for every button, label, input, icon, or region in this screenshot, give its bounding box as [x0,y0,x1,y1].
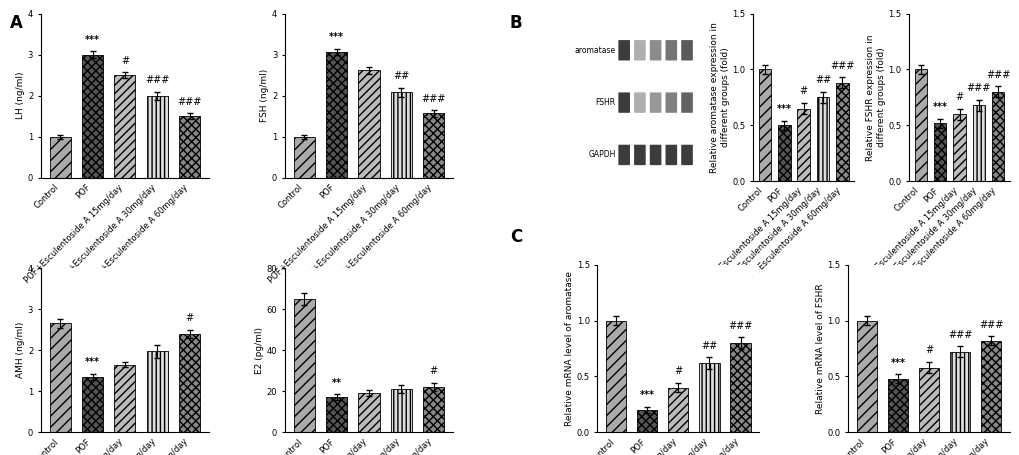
Bar [918,368,938,432]
Bar [816,97,828,181]
Bar [758,70,770,181]
Bar [836,83,848,181]
Bar [777,125,790,181]
FancyBboxPatch shape [634,92,645,113]
Text: ***: *** [890,358,905,368]
Bar [390,92,412,178]
Y-axis label: Relative FSHR expression in
different groups (fold): Relative FSHR expression in different gr… [865,34,884,161]
Y-axis label: LH (ng/ml): LH (ng/ml) [16,72,25,120]
Text: ***: *** [776,104,791,114]
Bar [699,363,718,432]
Text: ***: *** [639,390,654,400]
FancyBboxPatch shape [681,145,692,165]
Text: ##: ## [393,71,409,81]
Text: ###: ### [978,319,1003,329]
FancyBboxPatch shape [634,145,645,165]
Bar [887,379,907,432]
Text: **: ** [331,378,341,388]
Text: FSHR: FSHR [595,98,614,107]
Text: ***: *** [85,358,100,367]
Bar [949,352,969,432]
Bar [147,351,168,432]
Bar [605,321,626,432]
Bar [730,343,750,432]
FancyBboxPatch shape [618,40,630,61]
Text: #: # [924,345,932,355]
Text: #: # [674,366,682,376]
Bar [971,105,984,181]
Y-axis label: FSH (ng/ml): FSH (ng/ml) [260,69,269,122]
Text: aromatase: aromatase [574,46,614,55]
Text: ###: ### [829,61,854,71]
Text: #: # [121,56,128,66]
Bar [423,113,444,178]
Bar [667,388,688,432]
Text: ##: ## [701,341,716,351]
Bar [980,341,1001,432]
Text: C: C [510,228,522,246]
Text: ***: *** [85,35,100,45]
Y-axis label: AMH (ng/ml): AMH (ng/ml) [16,322,25,379]
Bar [953,114,965,181]
Bar [114,75,136,178]
Bar [390,389,412,432]
Text: #: # [185,313,194,323]
Bar [914,70,926,181]
Bar [293,299,315,432]
Text: #: # [955,92,963,102]
Bar [358,70,379,178]
Text: ###: ### [177,97,202,107]
Bar [358,393,379,432]
Text: ###: ### [985,70,1010,80]
FancyBboxPatch shape [649,145,660,165]
Y-axis label: Relative mRNA level of FSHR: Relative mRNA level of FSHR [815,283,823,414]
Text: ###: ### [966,83,990,93]
Text: ###: ### [145,75,169,85]
Bar [114,364,136,432]
Text: B: B [510,14,522,32]
Text: ###: ### [421,94,445,104]
Text: #: # [429,366,437,376]
Y-axis label: Relative mRNA level of aromatase: Relative mRNA level of aromatase [565,271,574,426]
Bar [856,321,876,432]
Text: GAPDH: GAPDH [588,151,614,159]
Bar [50,137,70,178]
FancyBboxPatch shape [649,92,660,113]
Y-axis label: Relative aromatase expression in
different groups (fold): Relative aromatase expression in differe… [709,22,729,173]
Bar [423,387,444,432]
Bar [82,55,103,178]
Bar [179,116,200,178]
Bar [797,109,809,181]
Bar [82,377,103,432]
FancyBboxPatch shape [634,40,645,61]
Text: ###: ### [947,329,971,339]
Bar [933,123,946,181]
FancyBboxPatch shape [681,40,692,61]
FancyBboxPatch shape [618,145,630,165]
Text: #: # [799,86,807,96]
Bar [990,92,1004,181]
Bar [637,410,656,432]
Bar [147,96,168,178]
Text: ***: *** [931,102,947,112]
Text: ###: ### [728,321,752,331]
Bar [179,334,200,432]
FancyBboxPatch shape [681,92,692,113]
FancyBboxPatch shape [664,40,677,61]
Text: ***: *** [329,32,343,42]
Y-axis label: E2 (pg/ml): E2 (pg/ml) [255,327,264,374]
Text: ##: ## [814,75,830,85]
Bar [326,52,346,178]
FancyBboxPatch shape [664,92,677,113]
Bar [50,324,70,432]
Bar [293,137,315,178]
FancyBboxPatch shape [664,145,677,165]
FancyBboxPatch shape [649,40,660,61]
Bar [326,397,346,432]
FancyBboxPatch shape [618,92,630,113]
Text: A: A [10,14,23,32]
